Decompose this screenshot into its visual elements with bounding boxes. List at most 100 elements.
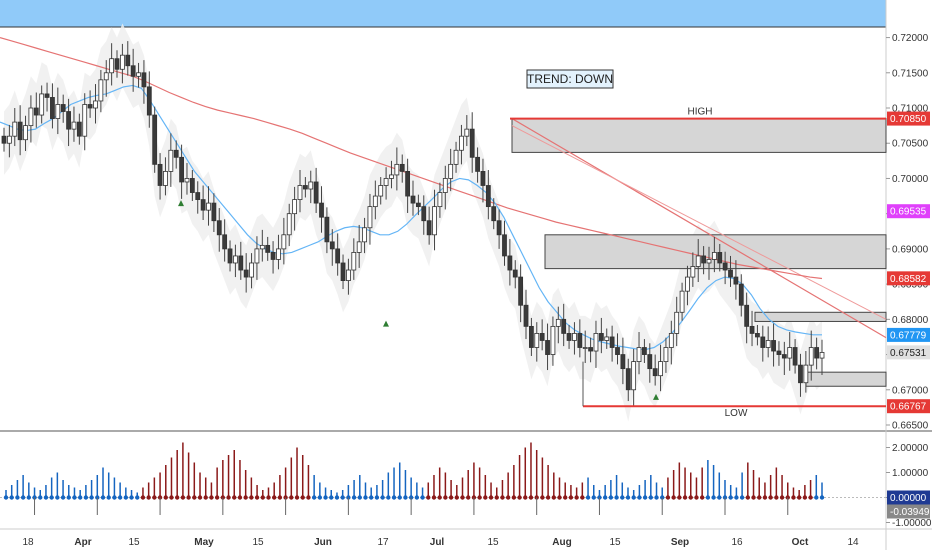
candle: [609, 325, 615, 362]
candle: [577, 319, 583, 358]
candle-body: [254, 248, 260, 264]
candle-body: [55, 104, 61, 119]
osc-dot: [426, 495, 431, 500]
osc-dot: [768, 495, 773, 500]
osc-dot: [711, 495, 716, 500]
candle-body: [319, 202, 324, 218]
osc-dot: [757, 495, 762, 500]
osc-dot: [654, 495, 659, 500]
candle-body: [324, 216, 330, 243]
candle: [23, 115, 28, 151]
candle: [464, 115, 470, 147]
candle-body: [367, 206, 373, 229]
candle-body: [453, 149, 459, 165]
osc-dot: [106, 495, 111, 500]
candle: [216, 208, 222, 252]
candle: [206, 186, 211, 226]
candle-body: [685, 276, 690, 292]
candle: [566, 324, 572, 349]
candle: [604, 328, 610, 349]
candle: [399, 154, 405, 183]
candle: [136, 62, 141, 88]
osc-dot: [49, 495, 54, 500]
y-tick-label: 0.70500: [892, 139, 929, 150]
price-badge: [887, 111, 930, 126]
candle-body: [93, 100, 98, 109]
candle-body: [200, 199, 206, 211]
osc-dot: [237, 495, 243, 500]
candle: [798, 353, 803, 397]
candle: [819, 339, 825, 375]
candle-body: [23, 125, 28, 141]
osc-dot: [454, 495, 459, 500]
candle-body: [755, 333, 760, 338]
candle: [233, 244, 238, 278]
osc-dot: [197, 495, 203, 500]
candle-body: [534, 333, 540, 348]
candle-body: [502, 234, 507, 257]
candle: [93, 84, 98, 124]
y-tick-label: 0.67000: [892, 385, 929, 396]
osc-dot: [774, 495, 779, 500]
osc-dot: [135, 495, 140, 500]
candle-body: [518, 276, 524, 306]
candle: [728, 255, 733, 287]
candle: [668, 320, 674, 365]
osc-dot: [289, 495, 294, 500]
candle: [620, 337, 626, 385]
candle: [507, 239, 513, 286]
candle-body: [593, 333, 599, 352]
osc-dot: [357, 495, 362, 500]
candle-body: [642, 347, 647, 355]
osc-badge: [887, 490, 930, 505]
candle: [615, 333, 620, 365]
osc-dot: [334, 495, 340, 500]
candle-body: [249, 262, 254, 278]
candle: [469, 112, 475, 173]
osc-dot: [739, 495, 745, 500]
candle-body: [195, 192, 201, 200]
osc-dot: [466, 495, 471, 500]
candle-body: [566, 333, 572, 341]
osc-dot: [494, 495, 499, 500]
candle-body: [459, 135, 464, 151]
candle-body: [652, 368, 658, 377]
buy-signal-marker: [653, 393, 659, 400]
osc-dot: [517, 495, 522, 500]
candle-body: [577, 333, 583, 348]
x-tick-label: 16: [731, 537, 743, 548]
candle: [598, 317, 604, 354]
candle: [421, 195, 427, 235]
candle-body: [620, 354, 626, 370]
x-tick-label: Jun: [314, 537, 332, 548]
candle: [545, 323, 550, 371]
osc-dot: [591, 495, 596, 500]
candle: [555, 306, 561, 344]
osc-badge-label: 0.00000: [890, 493, 927, 504]
candle: [572, 322, 577, 355]
candle: [722, 251, 728, 285]
candle-body: [216, 220, 222, 236]
candle: [50, 83, 55, 129]
candle: [308, 170, 314, 204]
candle-body: [572, 333, 577, 341]
candle-body: [211, 202, 217, 222]
x-tick-label: 14: [847, 537, 859, 548]
candle-body: [609, 336, 615, 348]
ema-fast-line: [0, 84, 822, 351]
candle-body: [491, 206, 497, 222]
osc-dot: [117, 495, 123, 500]
osc-dot: [77, 495, 83, 500]
price-zone: [754, 311, 887, 322]
osc-dot: [511, 495, 517, 500]
x-tick-label: May: [194, 537, 214, 548]
osc-dot: [20, 495, 26, 500]
osc-dot: [808, 495, 813, 500]
candle: [695, 239, 701, 283]
candle-body: [485, 185, 491, 208]
x-tick-label: 15: [487, 537, 499, 548]
osc-dot: [528, 495, 534, 500]
candle-body: [674, 311, 680, 334]
osc-dot: [540, 495, 545, 500]
candle: [292, 186, 298, 231]
